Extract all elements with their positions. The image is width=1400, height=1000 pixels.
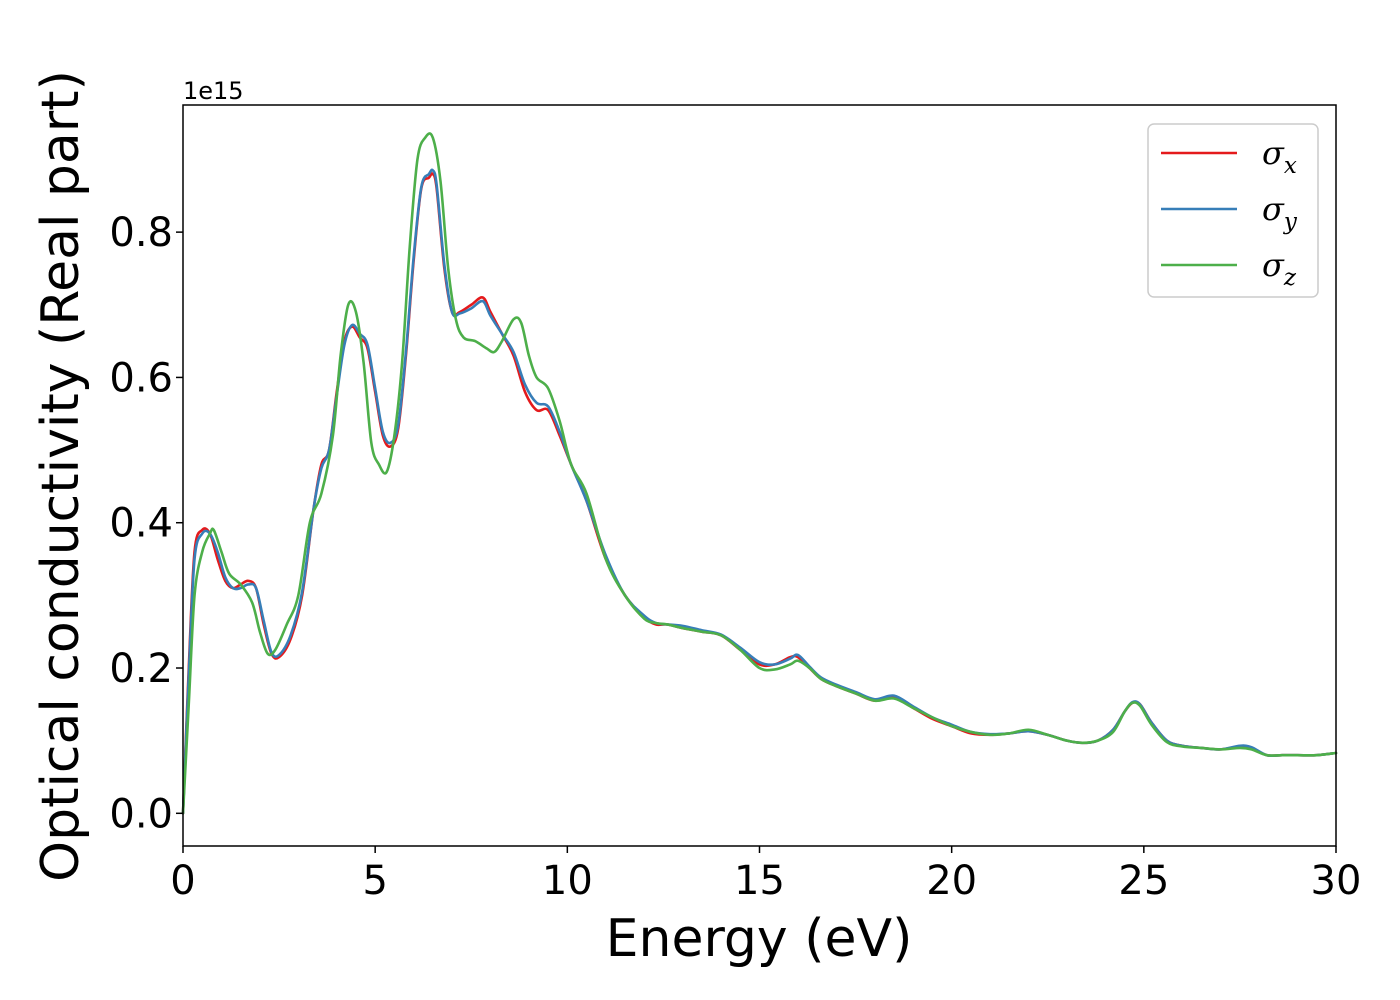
legend-label-z: σz [1262,246,1297,291]
legend-symbol: σ [1262,246,1285,284]
legend-symbol: σ [1262,134,1285,172]
x-tick-label: 15 [734,858,785,904]
x-tick-label: 5 [362,858,387,904]
legend-label-x: σx [1262,134,1297,179]
legend-subscript: y [1283,209,1298,235]
y-tick-label: 0.2 [109,646,173,692]
legend-symbol: σ [1262,190,1285,228]
x-axis-title: Energy (eV) [606,909,913,969]
x-axis: 0 5 10 15 20 25 30 [170,846,1361,904]
y-tick-label: 0.0 [109,791,173,837]
legend-subscript: z [1283,265,1297,291]
series-line-z [181,132,1338,815]
y-tick-label: 0.8 [109,210,173,256]
y-axis: 0.0 0.2 0.4 0.6 0.8 [109,210,183,837]
x-tick-label: 30 [1311,858,1362,904]
legend-label-y: σy [1262,190,1298,235]
legend-subscript: x [1284,153,1297,179]
y-tick-label: 0.4 [109,501,173,547]
x-tick-label: 20 [926,858,977,904]
legend-frame [1147,123,1319,298]
y-offset-label: 1e15 [183,77,244,105]
x-tick-label: 10 [542,858,593,904]
x-tick-label: 25 [1118,858,1169,904]
y-axis-title: Optical conductivity (Real part) [31,70,91,882]
x-tick-label: 0 [170,858,195,904]
series-layer [181,132,1338,815]
y-tick-label: 0.6 [109,355,173,401]
